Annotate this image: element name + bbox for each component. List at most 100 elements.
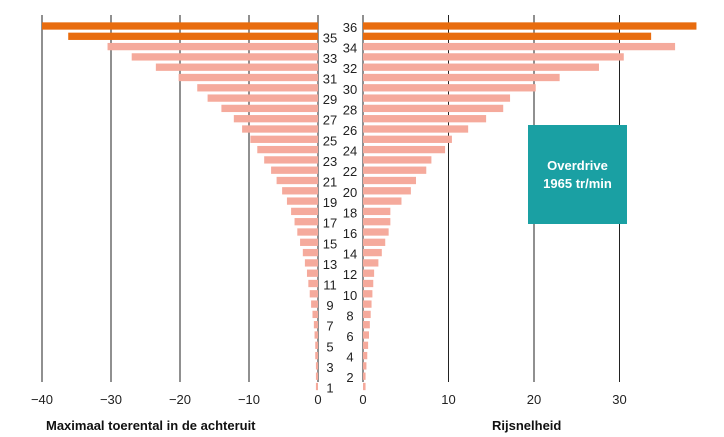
right-bar-gear-19 (363, 197, 402, 205)
right-bar-gear-14 (363, 248, 382, 257)
right-bar-gear-31 (363, 73, 560, 82)
left-tick-label: −30 (100, 392, 122, 407)
left-tick-label: −20 (169, 392, 191, 407)
gear-label: 12 (343, 267, 357, 282)
right-bar-gear-30 (363, 84, 536, 92)
right-bar-gear-28 (363, 104, 504, 113)
right-bar-gear-4 (363, 351, 368, 360)
right-bar-gear-32 (363, 63, 599, 71)
left-bar-gear-12 (306, 269, 318, 277)
left-bar-gear-14 (302, 248, 318, 257)
right-bars (363, 22, 697, 391)
left-bar-gear-5 (315, 341, 318, 349)
left-tick-label: −40 (31, 392, 53, 407)
right-bar-gear-2 (363, 372, 366, 380)
right-bar-gear-27 (363, 115, 487, 123)
right-bar-gear-36 (363, 22, 697, 30)
right-bar-gear-15 (363, 238, 386, 246)
left-bar-gear-28 (221, 104, 318, 113)
gear-label: 35 (323, 30, 337, 45)
gear-label: 22 (343, 164, 357, 179)
left-bar-gear-9 (311, 300, 318, 308)
right-bar-gear-5 (363, 341, 369, 349)
left-bar-gear-23 (264, 156, 318, 164)
left-tick-label: −10 (238, 392, 260, 407)
gear-label: 34 (343, 41, 357, 56)
left-bar-gear-6 (314, 331, 318, 339)
right-bar-gear-13 (363, 259, 379, 267)
left-bar-gear-11 (308, 279, 318, 288)
gear-label: 4 (346, 350, 353, 365)
left-bar-gear-4 (315, 351, 318, 360)
gear-label: 7 (326, 319, 333, 334)
right-bar-gear-25 (363, 135, 452, 143)
gear-label: 20 (343, 185, 357, 200)
left-bar-gear-36 (42, 22, 318, 30)
right-bar-gear-9 (363, 300, 372, 308)
right-bar-gear-35 (363, 32, 652, 40)
gear-label: 8 (346, 308, 353, 323)
right-bar-gear-26 (363, 125, 469, 133)
gear-label: 5 (326, 339, 333, 354)
gear-label: 28 (343, 102, 357, 117)
left-bar-gear-26 (242, 125, 318, 133)
gear-label: 10 (343, 288, 357, 303)
right-bar-gear-29 (363, 94, 511, 102)
left-bar-gear-32 (155, 63, 318, 71)
gear-label: 15 (323, 236, 337, 251)
left-bar-gear-24 (257, 145, 318, 154)
gear-label: 11 (323, 278, 337, 293)
left-bar-gear-10 (309, 290, 318, 298)
gear-label: 13 (323, 257, 337, 272)
gear-label: 29 (323, 92, 337, 107)
left-bar-gear-19 (286, 197, 318, 205)
left-bar-gear-1 (315, 382, 318, 391)
gear-label: 30 (343, 82, 357, 97)
gear-label: 18 (343, 205, 357, 220)
right-bar-gear-22 (363, 166, 427, 174)
gear-label: 14 (343, 247, 357, 262)
left-bar-gear-34 (107, 42, 318, 51)
right-bar-gear-6 (363, 331, 369, 339)
right-tick-label: 0 (359, 392, 366, 407)
right-bar-gear-11 (363, 279, 374, 288)
right-bar-gear-21 (363, 176, 417, 185)
right-bar-gear-1 (363, 382, 366, 391)
right-bar-gear-18 (363, 207, 391, 216)
right-bar-gear-8 (363, 310, 371, 319)
left-bar-gear-27 (233, 115, 318, 123)
left-bar-gear-22 (271, 166, 318, 174)
right-tick-label: 10 (441, 392, 455, 407)
right-bar-gear-34 (363, 42, 676, 51)
gear-label: 9 (326, 298, 333, 313)
right-bar-gear-20 (363, 187, 411, 195)
overdrive-badge: Overdrive 1965 tr/min (528, 125, 627, 224)
gear-label: 3 (326, 360, 333, 375)
left-bar-gear-33 (131, 53, 318, 61)
gear-label: 2 (346, 370, 353, 385)
right-bar-gear-10 (363, 290, 373, 298)
left-bar-gear-8 (312, 310, 318, 319)
gear-label: 6 (346, 329, 353, 344)
gear-label: 36 (343, 20, 357, 35)
right-bar-gear-23 (363, 156, 432, 164)
left-bar-gear-17 (294, 218, 318, 226)
gear-label: 1 (326, 381, 333, 396)
right-bar-gear-12 (363, 269, 375, 277)
right-bar-gear-24 (363, 145, 446, 154)
left-bar-gear-18 (291, 207, 318, 216)
gear-label: 21 (323, 175, 337, 190)
gear-label: 17 (323, 216, 337, 231)
left-bar-gear-31 (178, 73, 318, 82)
gear-label: 24 (343, 144, 357, 159)
gear-label: 26 (343, 123, 357, 138)
right-bar-gear-16 (363, 228, 389, 236)
right-bar-gear-3 (363, 362, 367, 370)
overdrive-title: Overdrive (547, 157, 608, 173)
gear-label: 23 (323, 154, 337, 169)
right-bar-gear-17 (363, 218, 391, 226)
gear-label: 19 (323, 195, 337, 210)
left-axis-label: Maximaal toerental in de achteruit (46, 418, 256, 433)
gear-label: 27 (323, 113, 337, 128)
left-bar-gear-30 (197, 84, 318, 92)
